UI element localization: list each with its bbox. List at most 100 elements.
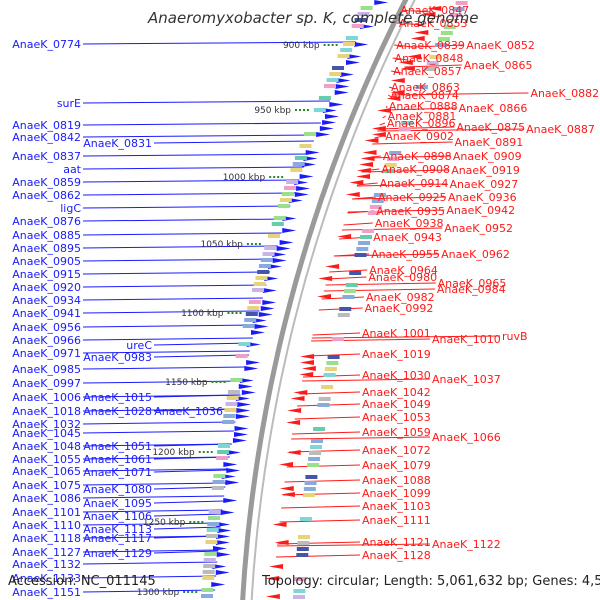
right-gene-label: AnaeK_1128 — [362, 549, 431, 562]
cog-feature — [358, 241, 371, 245]
reverse-gene — [279, 486, 294, 491]
cog-feature — [369, 205, 382, 209]
reverse-gene — [280, 492, 295, 497]
forward-gene — [296, 186, 311, 191]
cog-feature — [205, 540, 218, 544]
reverse-gene — [400, 66, 415, 71]
right-gene-label: AnaeK_1042 — [362, 386, 431, 399]
cog-feature — [242, 324, 255, 328]
reverse-gene — [364, 138, 379, 143]
reverse-gene — [362, 150, 377, 155]
cog-feature — [329, 72, 342, 76]
leader-line — [82, 366, 247, 370]
leader-line — [289, 449, 361, 453]
cog-feature — [343, 42, 355, 46]
left-gene-label: AnaeK_0971 — [12, 347, 81, 360]
forward-gene — [234, 432, 249, 437]
reverse-gene — [279, 462, 294, 467]
cog-feature — [304, 481, 317, 485]
cog-feature — [337, 313, 350, 317]
cog-feature — [344, 289, 357, 293]
right-gene-label: AnaeK_0982 — [366, 291, 435, 304]
reverse-gene — [421, 12, 436, 17]
right-gene-label: AnaeK_0965 — [438, 277, 507, 290]
leader-line — [361, 169, 450, 173]
left-gene-label: AnaeK_1075 — [12, 479, 81, 492]
left-gene-label: AnaeK_0862 — [12, 189, 81, 202]
cog-feature — [437, 37, 450, 41]
cog-feature — [297, 541, 310, 545]
left-gene-label: AnaeK_0837 — [12, 150, 81, 163]
reverse-gene — [299, 372, 314, 377]
left-gene-label: AnaeK_0876 — [12, 215, 81, 228]
reverse-gene — [318, 276, 333, 281]
forward-gene — [305, 150, 320, 155]
right-gene-label: AnaeK_0881 — [388, 110, 457, 123]
leader-line — [153, 394, 241, 398]
leader-line — [82, 205, 291, 209]
cog-feature — [389, 151, 402, 155]
leader-line — [382, 115, 386, 119]
left-gene-label: AnaeK_1113 — [83, 523, 152, 536]
reverse-gene — [377, 108, 392, 113]
leader-line — [82, 100, 330, 104]
cog-feature — [384, 163, 397, 167]
cog-feature — [213, 474, 226, 478]
cog-feature — [235, 354, 248, 358]
cog-feature — [382, 169, 395, 173]
left-gene-label: AnaeK_0997 — [12, 377, 81, 390]
leader-line — [82, 134, 317, 138]
leader-line — [347, 209, 445, 213]
leader-line — [299, 391, 361, 395]
cog-feature — [354, 18, 367, 22]
leader-line — [312, 332, 361, 336]
cog-feature — [260, 258, 273, 262]
left-gene-label: AnaeK_1048 — [12, 440, 81, 453]
forward-gene — [258, 312, 273, 317]
cog-feature — [310, 445, 322, 449]
cog-feature — [230, 378, 243, 382]
leader-line — [392, 92, 529, 96]
right-gene-label: AnaeK_0896 — [387, 117, 456, 130]
tick-label: 1200 kbp — [152, 448, 195, 458]
leader-line — [284, 479, 361, 483]
forward-gene — [324, 114, 339, 119]
cog-feature — [203, 558, 216, 562]
leader-line — [153, 354, 249, 358]
leader-line — [82, 430, 234, 434]
forward-gene — [374, 0, 389, 5]
leader-line — [343, 222, 373, 226]
leader-line — [291, 436, 431, 440]
cog-feature — [318, 96, 331, 100]
cog-feature — [257, 270, 270, 274]
leader-line — [82, 575, 217, 579]
cog-feature — [360, 6, 373, 10]
forward-gene — [216, 534, 231, 539]
reverse-gene — [300, 354, 315, 359]
cog-feature — [351, 24, 364, 28]
leader-line — [82, 509, 223, 513]
left-gene-label: AnaeK_0895 — [12, 242, 81, 255]
cog-feature — [443, 25, 456, 29]
leader-line — [82, 421, 236, 425]
leader-line — [325, 282, 436, 286]
leader-line — [286, 464, 361, 468]
left-gene-label: AnaeK_0983 — [83, 351, 152, 364]
forward-gene — [334, 90, 349, 95]
reverse-gene — [274, 540, 289, 545]
left-gene-label: AnaeK_1080 — [83, 483, 152, 496]
cog-feature — [356, 247, 369, 251]
forward-gene — [267, 264, 282, 269]
right-gene-label: AnaeK_0902 — [385, 130, 454, 143]
right-gene-label: AnaeK_1001 — [362, 327, 431, 340]
forward-gene — [226, 468, 241, 473]
right-gene-label: AnaeK_1030 — [362, 369, 431, 382]
leader-line — [282, 492, 361, 496]
tick-label: 900 kbp — [283, 41, 320, 51]
cog-feature — [262, 252, 275, 256]
leader-line — [275, 554, 361, 558]
left-gene-label: AnaeK_0885 — [12, 229, 81, 242]
forward-gene — [239, 378, 254, 383]
reverse-gene — [349, 180, 364, 185]
right-gene-label: AnaeK_0925 — [378, 191, 447, 204]
